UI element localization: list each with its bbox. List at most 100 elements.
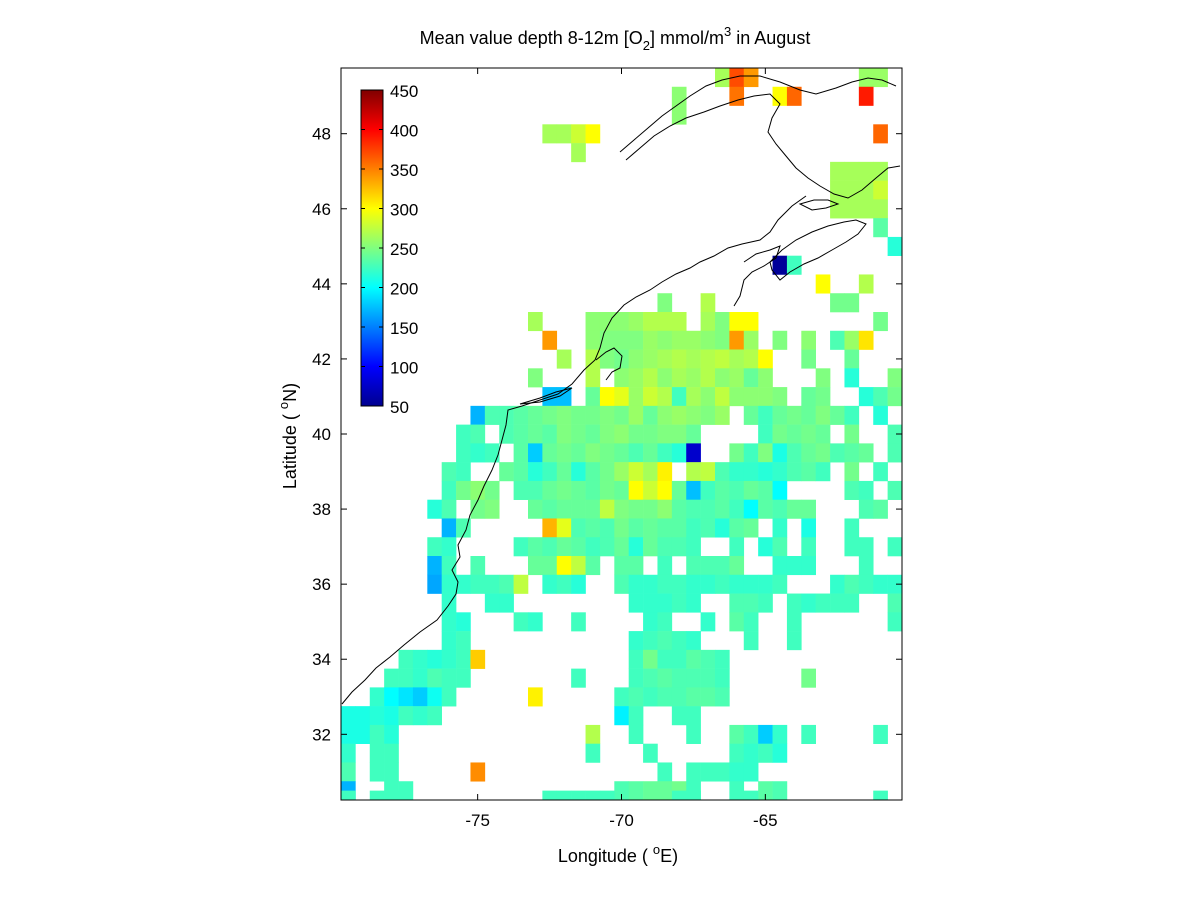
heatmap-cell: [887, 574, 903, 594]
heatmap-cell: [671, 593, 687, 613]
heatmap-cell: [729, 518, 745, 538]
heatmap-cell: [743, 593, 759, 613]
y-axis-unit: N): [280, 383, 300, 402]
heatmap-cell: [844, 537, 860, 557]
heatmap-cell: [542, 124, 558, 144]
title-units: ] mmol/m: [650, 28, 724, 48]
heatmap-cell: [657, 631, 673, 651]
heatmap-cell: [614, 443, 629, 463]
coastline: [341, 75, 901, 705]
y-tick-label: 48: [312, 125, 331, 144]
heatmap-cell: [585, 330, 601, 350]
heatmap-cell: [628, 537, 644, 557]
heatmap-cell: [513, 443, 529, 463]
title-subscript: 2: [643, 38, 650, 53]
heatmap-cell: [643, 368, 658, 388]
heatmap-cell: [801, 724, 816, 744]
heatmap-cell: [772, 330, 788, 350]
heatmap-cell: [528, 312, 543, 332]
heatmap-cell: [873, 574, 888, 594]
heatmap-cell: [441, 631, 457, 651]
heatmap-cell: [671, 405, 687, 425]
heatmap-cell: [657, 405, 673, 425]
heatmap-cell: [686, 790, 701, 801]
heatmap-cell: [700, 499, 716, 519]
heatmap-cell: [571, 790, 586, 801]
heatmap-cell: [858, 180, 874, 200]
heatmap-cell: [715, 330, 730, 350]
heatmap-cell: [599, 312, 615, 332]
x-tick-label: -65: [753, 811, 778, 830]
heatmap-cell: [686, 574, 701, 594]
x-axis: -75 -70 -65: [465, 68, 778, 830]
heatmap-cell: [729, 86, 745, 106]
heatmap-cell: [715, 668, 730, 688]
heatmap-cell: [830, 443, 845, 463]
heatmap-cell: [671, 424, 687, 444]
heatmap-cell: [729, 556, 745, 576]
heatmap-cell: [844, 518, 860, 538]
heatmap-cell: [628, 706, 644, 726]
heatmap-cell: [844, 462, 860, 482]
heatmap-cell: [599, 349, 615, 369]
heatmap-cell: [585, 537, 601, 557]
heatmap-cell: [456, 443, 471, 463]
heatmap-cell: [786, 612, 802, 632]
heatmap-cell: [571, 443, 586, 463]
heatmap-cell: [341, 790, 356, 801]
coastline-us-east: [341, 195, 807, 705]
heatmap-cell: [585, 790, 601, 801]
heatmap-cell: [412, 668, 428, 688]
heatmap-cell: [614, 480, 629, 500]
heatmap-cell: [758, 349, 773, 369]
heatmap-cell: [528, 537, 543, 557]
heatmap-cell: [700, 649, 716, 669]
heatmap-cell: [858, 499, 874, 519]
heatmap-cell: [686, 668, 701, 688]
heatmap-cell: [671, 368, 687, 388]
heatmap-cell: [830, 180, 845, 200]
heatmap-cell: [599, 499, 615, 519]
heatmap-cell: [470, 405, 486, 425]
heatmap-cell: [542, 462, 558, 482]
x-axis-degree: o: [653, 842, 660, 857]
heatmap-cell: [815, 368, 831, 388]
heatmap-cell: [743, 612, 759, 632]
heatmap-cell: [441, 687, 457, 707]
heatmap-cell: [643, 330, 658, 350]
heatmap-cell: [542, 790, 558, 801]
heatmap-cell: [686, 480, 701, 500]
heatmap-cell: [743, 349, 759, 369]
heatmap-cell: [412, 706, 428, 726]
heatmap-cell: [887, 443, 903, 463]
heatmap-cell: [830, 405, 845, 425]
heatmap-cell: [873, 790, 888, 801]
heatmap-cell: [844, 480, 860, 500]
heatmap-cell: [628, 556, 644, 576]
y-tick-label: 40: [312, 425, 331, 444]
coastline-st-lawrence-north: [619, 75, 897, 153]
heatmap-cell: [499, 405, 514, 425]
heatmap-cell: [614, 424, 629, 444]
heatmap-cell: [441, 462, 457, 482]
heatmap-cell: [772, 462, 788, 482]
heatmap-cell: [384, 706, 399, 726]
heatmap-cell: [772, 499, 788, 519]
heatmap-cell: [743, 762, 759, 782]
heatmap-cell: [628, 312, 644, 332]
x-axis-label-text: Longitude (: [558, 846, 653, 866]
heatmap-cell: [729, 762, 745, 782]
heatmap-cell: [844, 161, 860, 181]
heatmap-cell: [887, 537, 903, 557]
heatmap-cell: [657, 387, 673, 407]
heatmap-cell: [657, 762, 673, 782]
heatmap-cell: [729, 480, 745, 500]
heatmap-cell: [873, 180, 888, 200]
heatmap-cell: [801, 518, 816, 538]
heatmap-cell: [686, 706, 701, 726]
heatmap-cell: [801, 387, 816, 407]
heatmap-cell: [671, 330, 687, 350]
heatmap-cell: [686, 499, 701, 519]
heatmap-cell: [484, 499, 500, 519]
y-axis-label-text: Latitude (: [280, 409, 300, 489]
